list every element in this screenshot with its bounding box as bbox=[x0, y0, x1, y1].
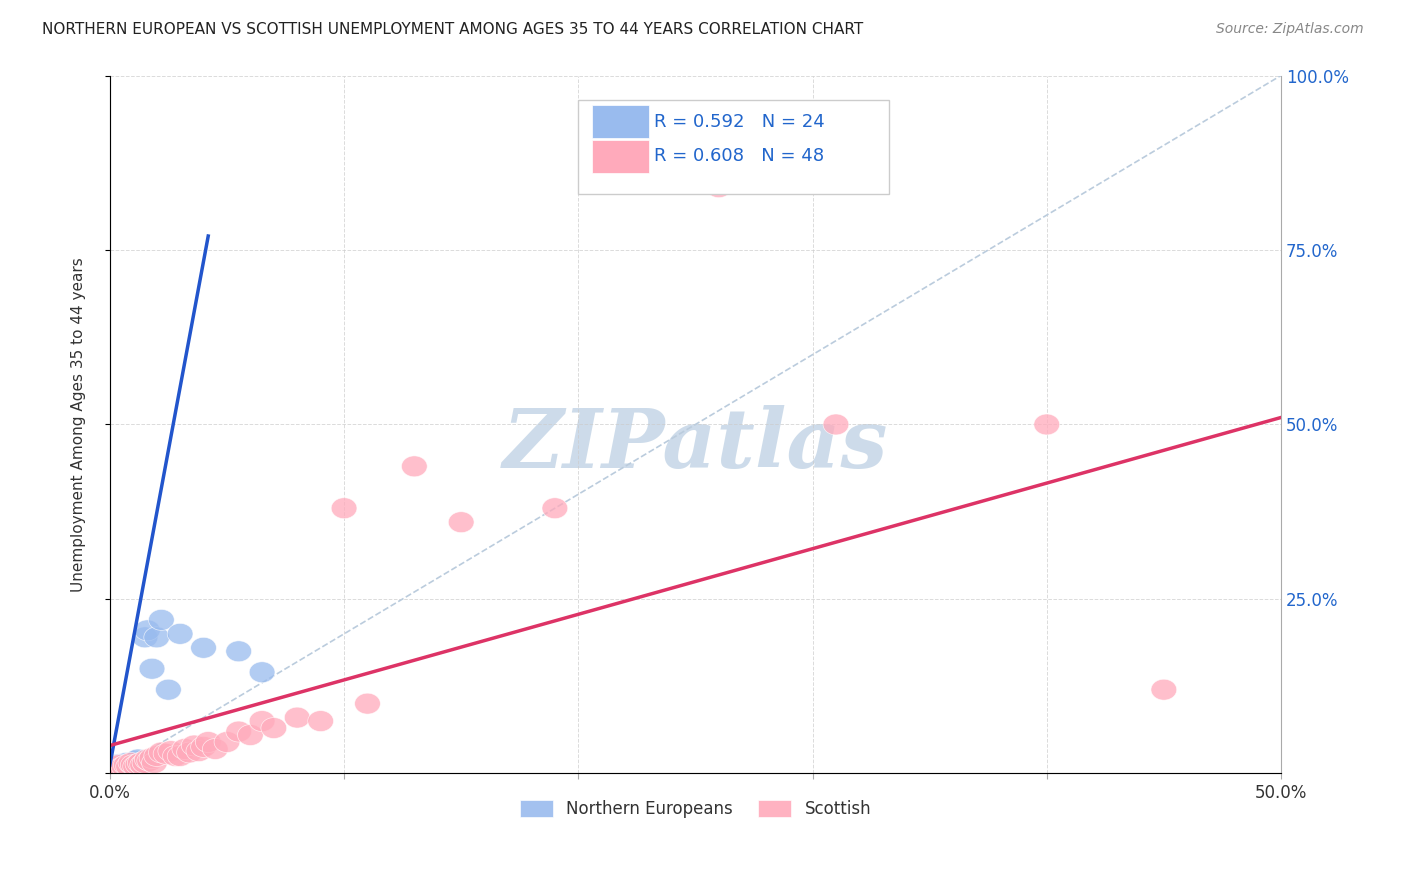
Ellipse shape bbox=[107, 755, 132, 775]
Ellipse shape bbox=[121, 755, 146, 775]
Ellipse shape bbox=[156, 679, 181, 700]
Ellipse shape bbox=[191, 638, 217, 658]
Ellipse shape bbox=[122, 756, 149, 777]
Ellipse shape bbox=[449, 512, 474, 533]
Ellipse shape bbox=[186, 740, 212, 762]
Ellipse shape bbox=[104, 756, 129, 777]
Ellipse shape bbox=[114, 753, 139, 773]
Ellipse shape bbox=[139, 747, 165, 769]
Ellipse shape bbox=[149, 742, 174, 763]
Ellipse shape bbox=[541, 498, 568, 518]
Ellipse shape bbox=[308, 711, 333, 731]
Ellipse shape bbox=[354, 693, 381, 714]
Ellipse shape bbox=[214, 731, 240, 753]
Ellipse shape bbox=[118, 756, 143, 777]
Ellipse shape bbox=[191, 737, 217, 757]
Ellipse shape bbox=[108, 756, 135, 777]
Ellipse shape bbox=[149, 609, 174, 631]
Ellipse shape bbox=[1033, 414, 1060, 435]
Ellipse shape bbox=[172, 739, 198, 759]
Ellipse shape bbox=[167, 746, 193, 766]
Ellipse shape bbox=[142, 753, 167, 773]
Ellipse shape bbox=[129, 755, 156, 775]
Ellipse shape bbox=[128, 753, 153, 773]
Ellipse shape bbox=[402, 456, 427, 477]
Ellipse shape bbox=[332, 498, 357, 518]
Text: ZIPatlas: ZIPatlas bbox=[503, 405, 889, 485]
Ellipse shape bbox=[226, 640, 252, 662]
FancyBboxPatch shape bbox=[592, 140, 648, 173]
Ellipse shape bbox=[143, 627, 170, 648]
Ellipse shape bbox=[129, 753, 156, 773]
Ellipse shape bbox=[136, 750, 163, 772]
Ellipse shape bbox=[121, 753, 146, 773]
Legend: Northern Europeans, Scottish: Northern Europeans, Scottish bbox=[513, 793, 877, 824]
Text: NORTHERN EUROPEAN VS SCOTTISH UNEMPLOYMENT AMONG AGES 35 TO 44 YEARS CORRELATION: NORTHERN EUROPEAN VS SCOTTISH UNEMPLOYME… bbox=[42, 22, 863, 37]
Ellipse shape bbox=[135, 749, 160, 770]
Ellipse shape bbox=[135, 620, 160, 640]
Ellipse shape bbox=[104, 756, 129, 777]
Ellipse shape bbox=[108, 757, 135, 779]
Ellipse shape bbox=[115, 755, 142, 775]
Ellipse shape bbox=[226, 721, 252, 742]
Ellipse shape bbox=[111, 755, 136, 775]
Ellipse shape bbox=[132, 753, 157, 773]
Ellipse shape bbox=[107, 754, 132, 775]
Ellipse shape bbox=[706, 177, 731, 198]
Ellipse shape bbox=[122, 750, 149, 772]
Ellipse shape bbox=[249, 711, 276, 731]
Ellipse shape bbox=[284, 707, 311, 728]
Ellipse shape bbox=[132, 627, 157, 648]
Ellipse shape bbox=[125, 754, 150, 775]
Ellipse shape bbox=[195, 731, 221, 753]
Ellipse shape bbox=[163, 746, 188, 766]
FancyBboxPatch shape bbox=[578, 100, 889, 194]
Text: Source: ZipAtlas.com: Source: ZipAtlas.com bbox=[1216, 22, 1364, 37]
Text: R = 0.608   N = 48: R = 0.608 N = 48 bbox=[654, 147, 824, 166]
Ellipse shape bbox=[101, 755, 128, 775]
Ellipse shape bbox=[101, 757, 128, 779]
Ellipse shape bbox=[262, 717, 287, 739]
Ellipse shape bbox=[115, 756, 142, 777]
Ellipse shape bbox=[167, 624, 193, 644]
Ellipse shape bbox=[202, 739, 228, 759]
Ellipse shape bbox=[143, 746, 170, 766]
Ellipse shape bbox=[249, 662, 276, 682]
Ellipse shape bbox=[1152, 679, 1177, 700]
Ellipse shape bbox=[128, 753, 153, 773]
Ellipse shape bbox=[153, 743, 179, 764]
Ellipse shape bbox=[118, 753, 143, 773]
Ellipse shape bbox=[111, 756, 136, 777]
Ellipse shape bbox=[125, 749, 150, 770]
Ellipse shape bbox=[823, 414, 849, 435]
Text: R = 0.592   N = 24: R = 0.592 N = 24 bbox=[654, 112, 825, 130]
Ellipse shape bbox=[114, 755, 139, 775]
Ellipse shape bbox=[100, 756, 125, 777]
Ellipse shape bbox=[139, 658, 165, 679]
Ellipse shape bbox=[238, 724, 263, 746]
FancyBboxPatch shape bbox=[592, 105, 648, 138]
Ellipse shape bbox=[157, 740, 184, 762]
Y-axis label: Unemployment Among Ages 35 to 44 years: Unemployment Among Ages 35 to 44 years bbox=[72, 257, 86, 592]
Ellipse shape bbox=[181, 735, 207, 756]
Ellipse shape bbox=[100, 756, 125, 777]
Ellipse shape bbox=[177, 742, 202, 763]
